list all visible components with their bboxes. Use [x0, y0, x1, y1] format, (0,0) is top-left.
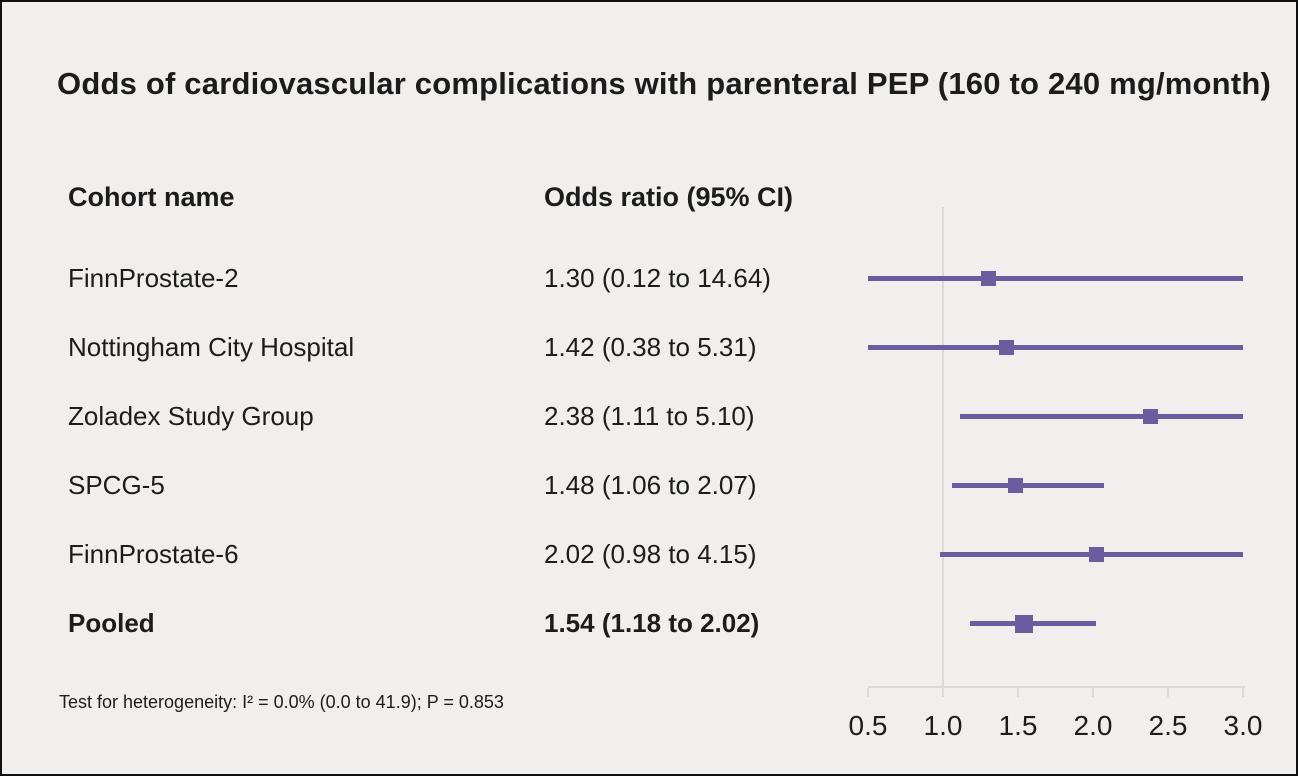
- cohort-name: Zoladex Study Group: [68, 401, 314, 431]
- point-estimate-marker: [1007, 478, 1023, 493]
- cohort-name: SPCG-5: [68, 470, 165, 500]
- reference-line: [942, 207, 944, 687]
- confidence-interval-line: [952, 483, 1104, 488]
- point-estimate-marker: [980, 271, 996, 286]
- heterogeneity-footnote: Test for heterogeneity: I² = 0.0% (0.0 t…: [59, 692, 504, 712]
- odds-ratio-value: 2.38 (1.11 to 5.10): [544, 401, 755, 431]
- chart-title: Odds of cardiovascular complications wit…: [57, 66, 1272, 101]
- forest-row: Nottingham City Hospital 1.42 (0.38 to 5.…: [2, 313, 1296, 382]
- confidence-interval-line: [868, 345, 1243, 350]
- x-axis-tick-label: 3.0: [1223, 710, 1263, 741]
- column-header-odds-ratio: Odds ratio (95% CI): [544, 182, 794, 212]
- point-estimate-marker: [1015, 614, 1033, 633]
- forest-row: SPCG-5 1.48 (1.06 to 2.07): [2, 451, 1296, 520]
- x-axis-tick: [867, 688, 869, 697]
- odds-ratio-value: 1.42 (0.38 to 5.31): [544, 332, 757, 362]
- confidence-interval-line: [868, 276, 1243, 281]
- forest-row-pooled: Pooled 1.54 (1.18 to 2.02): [2, 589, 1296, 658]
- point-estimate-marker: [1142, 409, 1158, 424]
- point-estimate-marker: [1088, 547, 1104, 562]
- x-axis-tick: [1167, 688, 1169, 697]
- x-axis-tick-label: 1.5: [998, 710, 1038, 741]
- cohort-name: FinnProstate-2: [68, 263, 239, 293]
- odds-ratio-value: 1.30 (0.12 to 14.64): [544, 263, 771, 293]
- odds-ratio-value: 1.54 (1.18 to 2.02): [544, 608, 760, 638]
- x-axis-tick: [1017, 688, 1019, 697]
- cohort-name: Nottingham City Hospital: [68, 332, 355, 362]
- forest-rows: FinnProstate-2 1.30 (0.12 to 14.64) Nottin…: [2, 244, 1296, 658]
- cohort-name: FinnProstate-6: [68, 539, 239, 569]
- odds-ratio-value: 2.02 (0.98 to 4.15): [544, 539, 757, 569]
- x-axis-tick-label: 2.0: [1073, 710, 1113, 741]
- x-axis-tick-label: 1.0: [923, 710, 963, 741]
- column-header-cohort: Cohort name: [68, 182, 235, 212]
- x-axis-line: [868, 686, 1245, 688]
- forest-row: FinnProstate-6 2.02 (0.98 to 4.15): [2, 520, 1296, 589]
- point-estimate-marker: [998, 340, 1014, 355]
- x-axis-tick: [942, 688, 944, 697]
- x-axis-tick-label: 0.5: [848, 710, 888, 741]
- confidence-interval-line: [970, 621, 1096, 626]
- confidence-interval-line: [959, 414, 1243, 419]
- x-axis-tick: [1242, 688, 1244, 697]
- x-axis-tick-label: 2.5: [1148, 710, 1188, 741]
- forest-row: Zoladex Study Group 2.38 (1.11 to 5.10): [2, 382, 1296, 451]
- x-axis-tick: [1092, 688, 1094, 697]
- cohort-name: Pooled: [68, 608, 155, 638]
- odds-ratio-value: 1.48 (1.06 to 2.07): [544, 470, 757, 500]
- forest-row: FinnProstate-2 1.30 (0.12 to 14.64): [2, 244, 1296, 313]
